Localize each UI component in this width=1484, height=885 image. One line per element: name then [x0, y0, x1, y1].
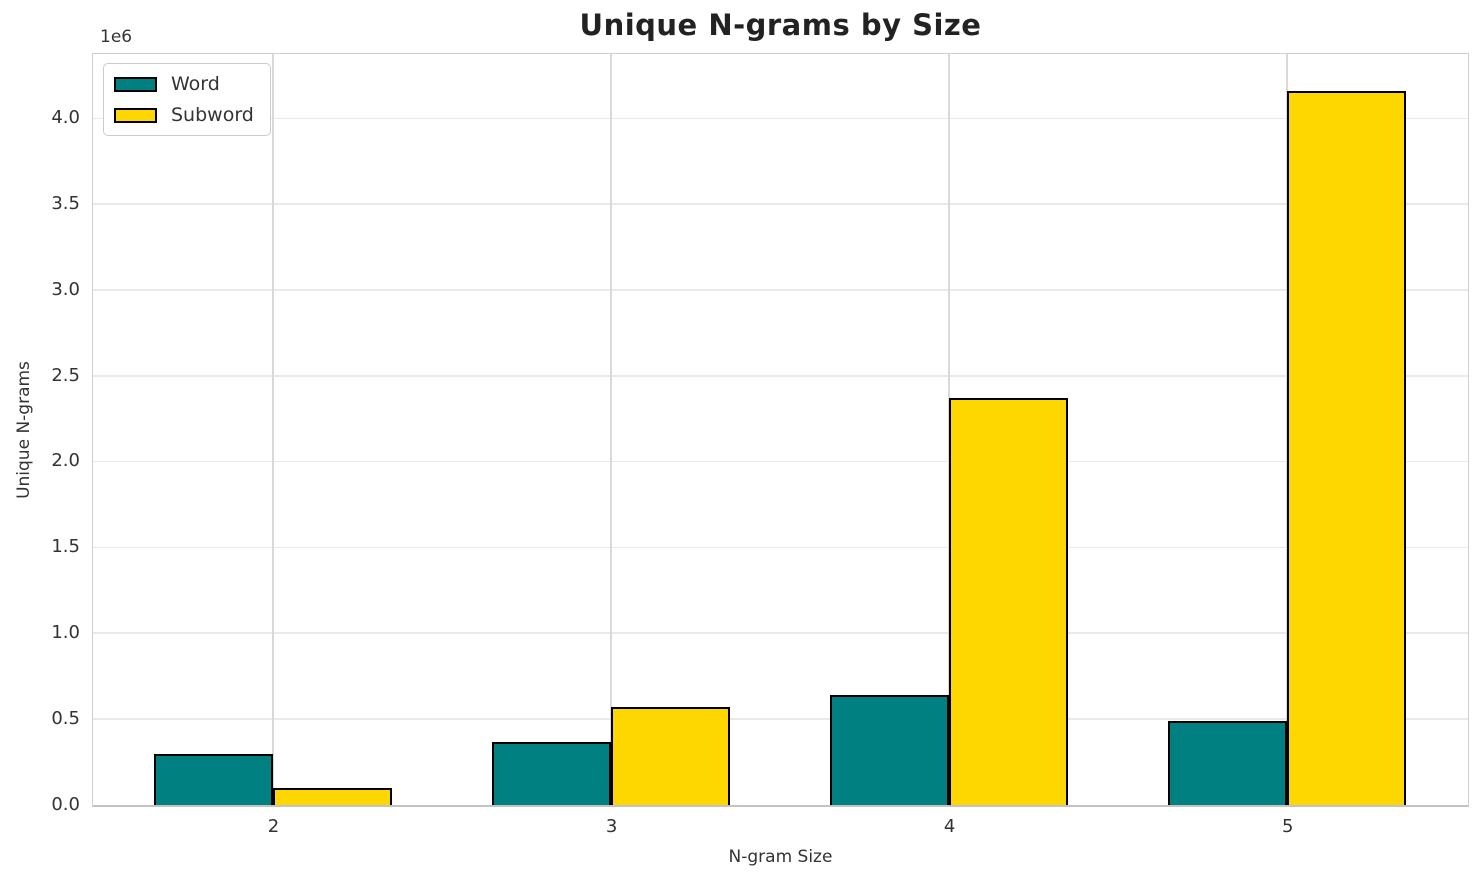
legend-item-word: Word	[114, 73, 254, 95]
y-tick-label-0.0: 0.0	[51, 793, 80, 815]
x-tick-label-4: 4	[943, 816, 956, 837]
y-tick-label-1.5: 1.5	[51, 536, 80, 558]
y-axis-offset-text: 1e6	[100, 27, 133, 47]
y-tick-label-1.0: 1.0	[51, 621, 80, 643]
bar-word-5	[1168, 720, 1288, 805]
horizontal-gridline	[93, 632, 1468, 634]
horizontal-gridline	[93, 460, 1468, 463]
legend-swatch-subword	[114, 107, 157, 123]
legend-label-subword: Subword	[171, 104, 254, 126]
legend-item-subword: Subword	[114, 104, 254, 126]
legend-swatch-word	[114, 76, 157, 92]
y-tick-label-4.0: 4.0	[51, 107, 80, 129]
horizontal-gridline	[93, 289, 1468, 291]
y-tick-label-2.5: 2.5	[51, 364, 80, 386]
horizontal-gridline	[93, 374, 1468, 377]
chart-title: Unique N-grams by Size	[579, 8, 982, 42]
bar-word-4	[830, 695, 950, 805]
y-tick-label-2.0: 2.0	[51, 450, 80, 472]
x-axis-label: N-gram Size	[728, 847, 833, 867]
bar-word-2	[153, 753, 273, 805]
y-tick-label-3.5: 3.5	[51, 192, 80, 214]
bar-subword-3	[610, 707, 730, 805]
bar-subword-2	[272, 787, 392, 805]
vertical-gridline	[610, 54, 612, 805]
bar-subword-5	[1287, 91, 1407, 805]
y-tick-label-0.5: 0.5	[51, 707, 80, 729]
horizontal-gridline	[93, 718, 1468, 720]
horizontal-gridline	[93, 117, 1468, 120]
vertical-gridline	[272, 54, 274, 805]
legend: Word Subword	[103, 63, 271, 136]
x-tick-label-5: 5	[1282, 816, 1294, 837]
x-tick-label-2: 2	[267, 816, 280, 837]
x-tick-label-3: 3	[605, 816, 618, 837]
horizontal-gridline	[93, 203, 1468, 205]
plot-area: Word Subword	[92, 53, 1469, 807]
horizontal-gridline	[93, 546, 1468, 549]
y-tick-label-3.0: 3.0	[51, 278, 80, 300]
bar-word-3	[491, 741, 611, 805]
legend-label-word: Word	[171, 73, 220, 95]
bar-subword-4	[949, 398, 1069, 805]
